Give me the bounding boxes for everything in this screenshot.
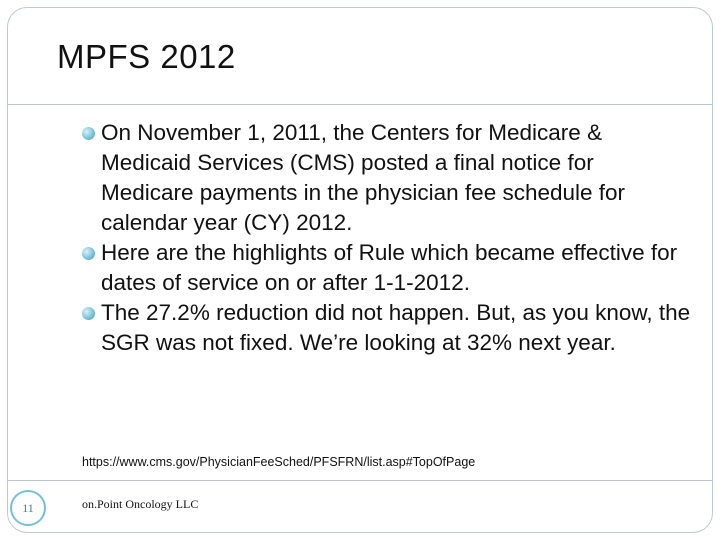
page-number: 11 xyxy=(22,500,34,515)
footer-company: on.Point Oncology LLC xyxy=(82,497,199,511)
bullet-text: Here are the highlights of Rule which be… xyxy=(101,240,678,295)
bullet-dot-icon xyxy=(82,307,95,320)
page-number-badge: 11 xyxy=(10,490,46,526)
bullet-text: The 27.2% reduction did not happen. But,… xyxy=(101,300,691,355)
footer-divider xyxy=(8,480,712,481)
bullet-item: Here are the highlights of Rule which be… xyxy=(82,238,692,298)
bullet-list: On November 1, 2011, the Centers for Med… xyxy=(82,118,692,358)
source-url[interactable]: https://www.cms.gov/PhysicianFeeSched/PF… xyxy=(82,455,476,469)
bullet-text: On November 1, 2011, the Centers for Med… xyxy=(101,120,626,235)
slide-frame xyxy=(7,7,713,533)
slide-title: MPFS 2012 xyxy=(57,38,236,75)
bullet-item: The 27.2% reduction did not happen. But,… xyxy=(82,298,692,358)
bullet-dot-icon xyxy=(82,247,95,260)
title-divider xyxy=(8,104,712,105)
bullet-item: On November 1, 2011, the Centers for Med… xyxy=(82,118,692,238)
bullet-dot-icon xyxy=(82,127,95,140)
